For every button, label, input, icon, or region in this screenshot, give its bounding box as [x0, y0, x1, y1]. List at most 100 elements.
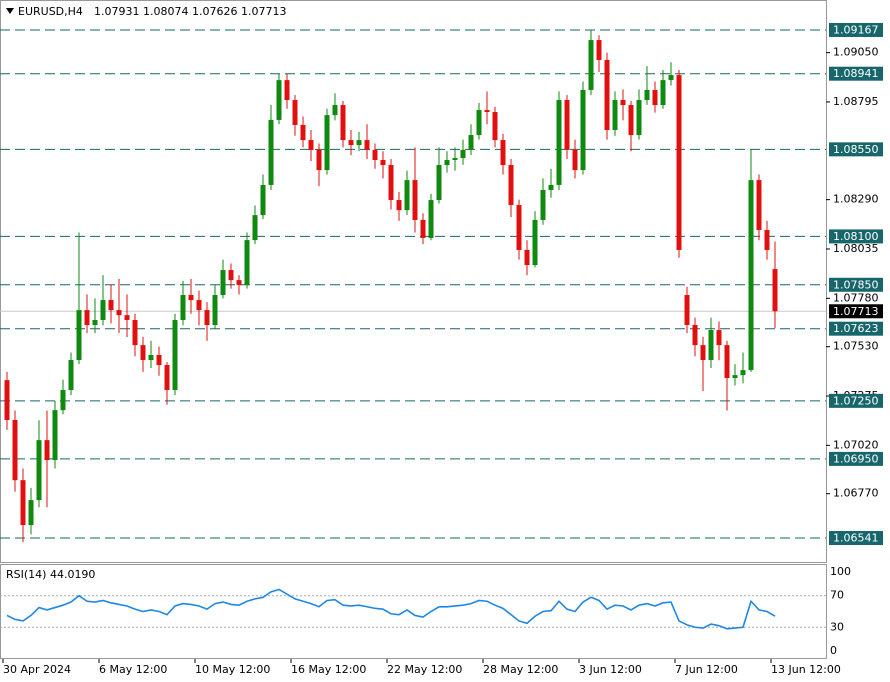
- candle-body: [588, 40, 594, 90]
- candle-body: [572, 149, 578, 171]
- symbol-label: EURUSD,H4: [18, 5, 83, 18]
- candle-body: [12, 420, 18, 481]
- candle-body: [396, 200, 402, 211]
- level-label: 1.08550: [833, 143, 879, 156]
- level-label: 1.06541: [833, 532, 879, 545]
- candle-body: [36, 440, 42, 501]
- candle-body: [620, 100, 626, 106]
- candle-body: [452, 158, 458, 160]
- candle-body: [180, 295, 186, 320]
- candle-body: [756, 180, 762, 231]
- candle-body: [276, 80, 282, 120]
- candle-body: [708, 330, 714, 361]
- x-tick-label: 6 May 12:00: [99, 663, 167, 676]
- candle-body: [4, 380, 10, 421]
- candle-body: [460, 149, 466, 159]
- level-box: [829, 229, 883, 244]
- candle-body: [108, 300, 114, 311]
- candle-body: [724, 345, 730, 379]
- candle-body: [52, 410, 58, 461]
- candle-body: [548, 184, 554, 190]
- level-label: 1.07850: [833, 278, 879, 291]
- candle-body: [148, 354, 154, 361]
- candle-body: [556, 100, 562, 185]
- candle-body: [228, 270, 234, 281]
- candle-body: [124, 315, 130, 320]
- level-label: 1.08941: [833, 67, 879, 80]
- candle-body: [292, 100, 298, 125]
- candle-body: [324, 115, 330, 171]
- level-box: [829, 393, 883, 408]
- candle-body: [156, 354, 162, 366]
- candle-body: [596, 40, 602, 60]
- candle-body: [420, 219, 426, 238]
- candle-body: [644, 89, 650, 101]
- candle-body: [436, 165, 442, 201]
- candle-body: [476, 110, 482, 136]
- candle-body: [684, 295, 690, 326]
- candle-body: [444, 159, 450, 166]
- candle-body: [140, 345, 146, 361]
- candle-body: [164, 365, 170, 391]
- candle-body: [92, 319, 98, 326]
- candle-body: [28, 500, 34, 526]
- candle-body: [716, 330, 722, 346]
- candle-body: [652, 89, 658, 106]
- candle-body: [116, 310, 122, 316]
- candle-body: [356, 140, 362, 146]
- y-tick-label: 1.07020: [833, 438, 879, 451]
- candle-body: [100, 300, 106, 320]
- last-price-label: 1.07713: [833, 305, 879, 318]
- candle-body: [220, 270, 226, 296]
- candle-body: [412, 180, 418, 220]
- candle-body: [484, 110, 490, 113]
- candle-body: [388, 165, 394, 201]
- rsi-tick-label: 30: [830, 620, 844, 633]
- level-box: [829, 277, 883, 292]
- candle-body: [532, 219, 538, 266]
- candle-body: [188, 295, 194, 301]
- candle-body: [468, 135, 474, 150]
- level-box: [829, 66, 883, 81]
- x-tick-label: 3 Jun 12:00: [579, 663, 642, 676]
- x-tick-label: 30 Apr 2024: [3, 663, 71, 676]
- candle-body: [564, 100, 570, 150]
- candle-body: [380, 159, 386, 166]
- candle-body: [524, 249, 530, 266]
- menu-triangle[interactable]: [6, 8, 14, 14]
- level-box: [829, 451, 883, 466]
- y-tick-label: 1.08035: [833, 242, 879, 255]
- level-label: 1.06950: [833, 452, 879, 465]
- candle-body: [508, 165, 514, 206]
- x-tick-label: 16 May 12:00: [291, 663, 366, 676]
- candle-body: [68, 360, 74, 391]
- candle-body: [308, 140, 314, 150]
- candle-body: [268, 119, 274, 185]
- candle-body: [364, 140, 370, 150]
- candle-body: [172, 319, 178, 391]
- candle-body: [628, 105, 634, 136]
- candle-body: [236, 280, 242, 285]
- x-tick-label: 13 Jun 12:00: [771, 663, 841, 676]
- y-tick-label: 1.09050: [833, 46, 879, 59]
- candle-body: [212, 295, 218, 326]
- candle-body: [284, 80, 290, 101]
- candle-body: [636, 100, 642, 136]
- y-tick-label: 1.08290: [833, 193, 879, 206]
- candle-body: [348, 140, 354, 146]
- last-price-box: [829, 304, 883, 319]
- rsi-tick-label: 100: [830, 565, 851, 578]
- candle-body: [404, 180, 410, 211]
- candle-body: [316, 149, 322, 171]
- price-panel: 1.09050 1.08795 1.08290 1.08035 1.07780 1.075…: [0, 22, 883, 546]
- candle-body: [612, 100, 618, 131]
- level-box: [829, 321, 883, 336]
- candle-body: [732, 375, 738, 379]
- candle-body: [772, 269, 778, 312]
- y-tick-label: 1.07530: [833, 340, 879, 353]
- candle-body: [252, 215, 258, 241]
- x-tick-label: 10 May 12:00: [195, 663, 270, 676]
- x-tick-label: 22 May 12:00: [387, 663, 462, 676]
- level-box: [829, 531, 883, 546]
